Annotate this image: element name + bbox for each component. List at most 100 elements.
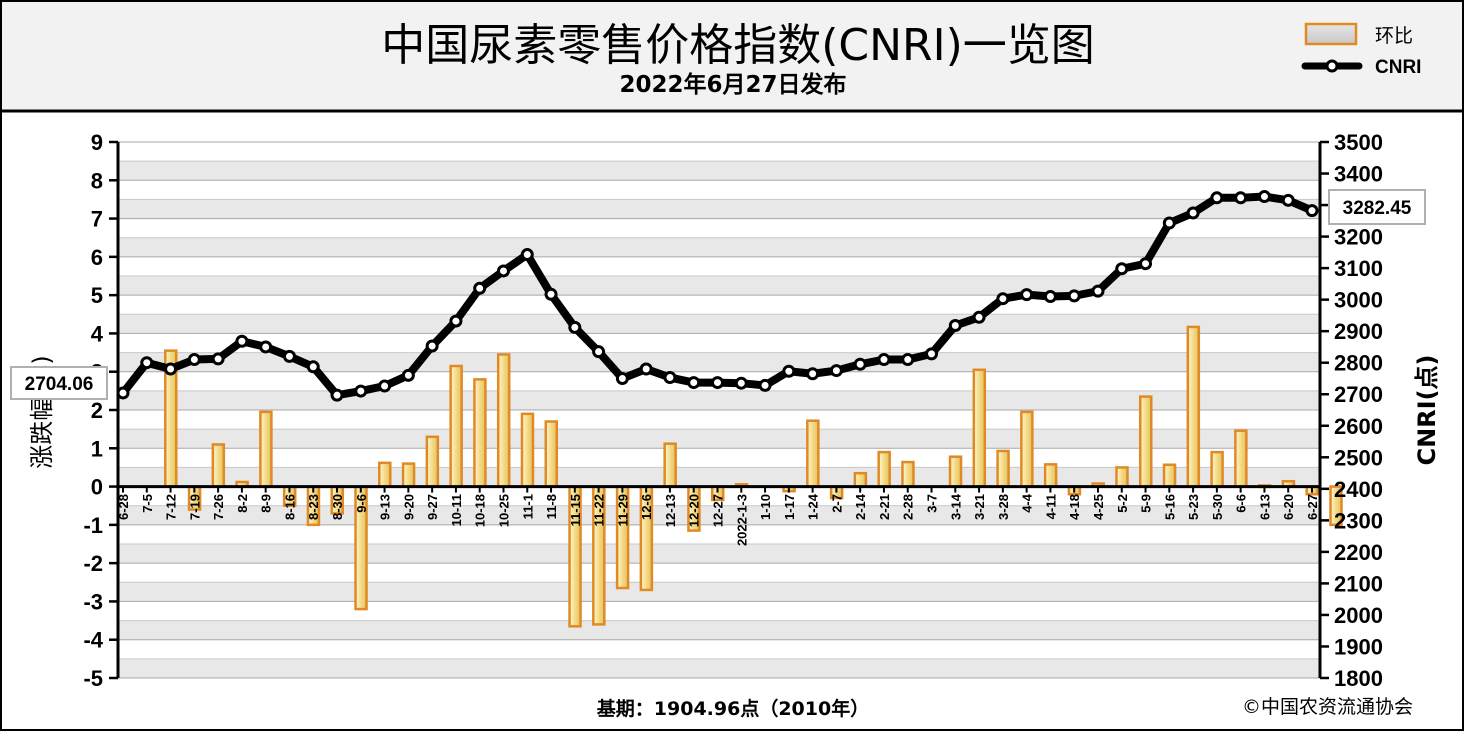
grid-band — [118, 410, 1320, 430]
x-tick-label-10-11: 10-11 — [449, 494, 464, 527]
x-tick-label-4-11: 4-11 — [1043, 494, 1058, 519]
bar-2-14 — [877, 450, 891, 488]
legend-line-marker — [1325, 59, 1339, 73]
bar-10-11 — [473, 378, 487, 488]
cnri-point-11-1 — [520, 248, 534, 262]
cnri-point-7-5 — [140, 356, 154, 370]
x-tick-label-2022-1-3: 2022-1-3 — [734, 494, 749, 546]
base-period-note: 基期：1904.96点（2010年） — [596, 697, 869, 720]
cnri-point-2-7 — [829, 364, 843, 378]
x-tick-label-6-6: 6-6 — [1234, 494, 1249, 513]
x-tick-label-3-28: 3-28 — [996, 494, 1011, 520]
y-right-tick-label: 2400 — [1334, 477, 1383, 502]
cnri-point-10-18 — [473, 281, 487, 295]
y-right-tick-label: 3100 — [1334, 256, 1383, 281]
axes — [109, 140, 1329, 680]
y-left-tick-label: 7 — [91, 207, 103, 232]
bar-5-9 — [1162, 463, 1177, 488]
legend: 环比 CNRI — [1301, 22, 1421, 78]
x-tick-label-2-14: 2-14 — [853, 493, 868, 520]
x-tick-label-2-7: 2-7 — [829, 494, 844, 513]
x-tick-label-9-13: 9-13 — [378, 494, 393, 520]
cnri-point-7-19 — [187, 353, 201, 367]
cnri-point-8-30 — [330, 388, 344, 402]
grid-band — [118, 180, 1320, 200]
bar-9-13 — [401, 462, 416, 488]
x-tick-label-12-20: 12-20 — [687, 494, 702, 527]
bar-5-23 — [1210, 450, 1224, 488]
cnri-point-12-6 — [639, 362, 653, 376]
grid-band — [118, 620, 1320, 640]
bar-10-18 — [496, 353, 511, 488]
cnri-point-3-14 — [948, 319, 962, 333]
x-tick-label-8-30: 8-30 — [330, 494, 345, 520]
y-right-tick-label: 2300 — [1334, 508, 1383, 533]
x-tick-label-5-2: 5-2 — [1115, 494, 1130, 513]
cnri-point-10-11 — [449, 314, 463, 328]
grid-band — [118, 658, 1320, 678]
x-tick-label-7-12: 7-12 — [164, 494, 179, 520]
cnri-point-12-20 — [687, 376, 701, 390]
cnri-point-8-2 — [235, 334, 249, 348]
y-right-tick-label: 3500 — [1334, 130, 1383, 155]
cnri-point-10-25 — [496, 264, 510, 278]
cnri-point-6-27 — [1305, 204, 1319, 218]
grid-band — [118, 524, 1320, 544]
end-value-text: 3282.45 — [1343, 198, 1412, 219]
x-tick-label-3-7: 3-7 — [925, 494, 940, 513]
grid-band — [118, 429, 1320, 449]
legend-bar-label: 环比 — [1375, 25, 1413, 47]
bar-5-16 — [1186, 325, 1201, 488]
x-tick-label-8-16: 8-16 — [282, 494, 297, 520]
bar-5-2 — [1139, 395, 1153, 488]
cnri-point-9-13 — [378, 379, 392, 393]
y-left-tick-label: -4 — [83, 628, 103, 653]
y-axis-right-label: CNRI(点) — [1413, 354, 1441, 465]
grid-band — [118, 448, 1320, 468]
cnri-point-8-16 — [282, 349, 296, 363]
cnri-point-11-15 — [568, 320, 582, 334]
bar-9-6 — [378, 461, 392, 488]
y-right-tick-label: 1900 — [1334, 634, 1383, 659]
bar-3-21 — [996, 449, 1010, 488]
grid-bands — [118, 141, 1320, 679]
x-tick-label-3-14: 3-14 — [948, 493, 963, 520]
cnri-point-5-2 — [1115, 262, 1129, 276]
y-right-tick-label: 2500 — [1334, 445, 1383, 470]
y-right-tick-label: 2900 — [1334, 319, 1383, 344]
grid-band — [118, 467, 1320, 487]
x-tick-label-9-6: 9-6 — [354, 494, 369, 513]
cnri-point-4-4 — [1020, 288, 1034, 302]
bar-6-27 — [1329, 485, 1343, 527]
end-value-callout: 3282.45 — [1328, 189, 1426, 225]
x-tick-label-3-21: 3-21 — [972, 494, 987, 520]
x-tick-label-11-15: 11-15 — [568, 494, 583, 527]
y-right-tick-label: 3000 — [1334, 288, 1383, 313]
x-tick-label-4-4: 4-4 — [1020, 493, 1035, 513]
y-left-tick-label: 0 — [91, 475, 103, 500]
cnri-point-5-9 — [1139, 257, 1153, 271]
bar-3-7 — [948, 455, 963, 488]
y-right-tick-label: 3400 — [1334, 162, 1383, 187]
bar-8-2 — [259, 410, 273, 488]
bar-12-6 — [663, 442, 677, 488]
x-tick-label-10-18: 10-18 — [473, 494, 488, 527]
y-right-tick-label: 2000 — [1334, 603, 1383, 628]
bar-4-4 — [1043, 463, 1058, 488]
x-tick-label-7-5: 7-5 — [140, 494, 155, 513]
cnri-point-1-24 — [806, 367, 820, 381]
cnri-point-3-21 — [972, 310, 986, 324]
grid-band — [118, 563, 1320, 583]
header-band — [2, 2, 1462, 111]
bar-10-25 — [520, 412, 535, 488]
cnri-point-6-28 — [116, 386, 130, 400]
x-tick-label-2-28: 2-28 — [901, 494, 916, 520]
cnri-point-2-21 — [877, 353, 891, 367]
cnri-point-2022-1-3 — [734, 376, 748, 390]
y-right-tick-label: 2100 — [1334, 571, 1383, 596]
bar-2-7 — [853, 471, 868, 488]
y-left-tick-label: -2 — [83, 551, 103, 576]
grid-band — [118, 639, 1320, 659]
bar-9-20 — [425, 435, 440, 488]
x-tick-label-8-2: 8-2 — [235, 494, 250, 513]
